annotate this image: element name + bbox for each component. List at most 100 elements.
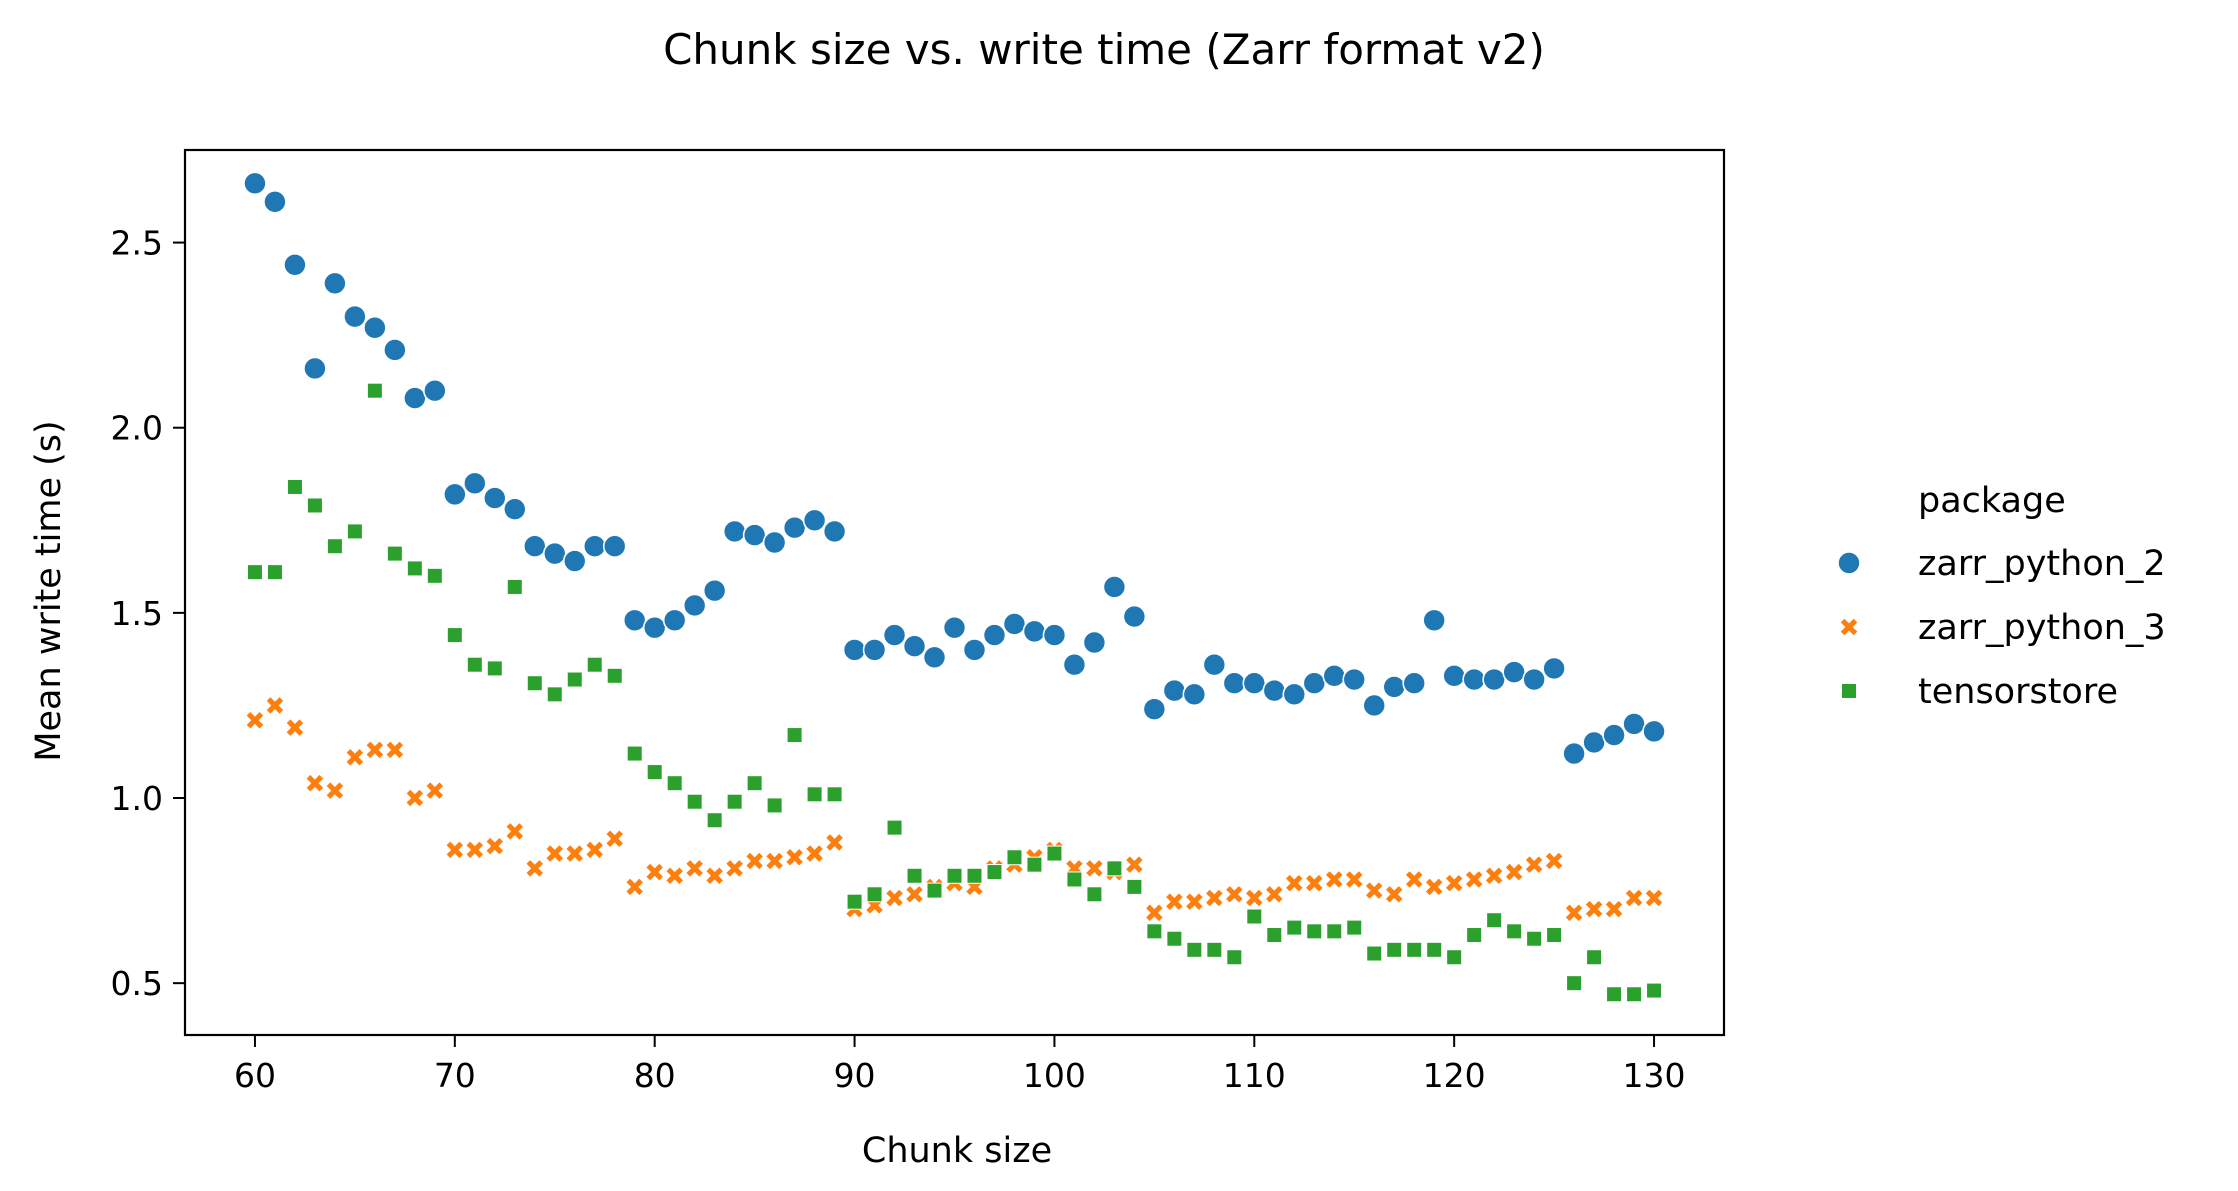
data-point: [1126, 878, 1143, 895]
data-point: [825, 833, 844, 852]
data-point: [966, 867, 983, 884]
data-point: [346, 523, 363, 540]
data-point: [642, 615, 667, 640]
data-point: [626, 745, 643, 762]
y-tick-label: 1.0: [111, 779, 163, 818]
legend-marker-tensorstore: [1841, 683, 1857, 699]
data-point: [1006, 849, 1023, 866]
data-point: [426, 567, 443, 584]
data-point: [285, 718, 305, 738]
data-point: [1382, 675, 1407, 699]
y-tick-label: 0.5: [111, 964, 163, 1003]
legend-title: package: [1918, 481, 2066, 521]
x-tick-label: 120: [1423, 1056, 1486, 1095]
data-point: [1224, 884, 1244, 904]
data-point: [905, 884, 924, 904]
legend-label: zarr_python_3: [1918, 608, 2166, 648]
data-point: [962, 638, 987, 662]
data-point: [1206, 941, 1223, 958]
data-point: [1486, 912, 1503, 929]
data-point: [505, 821, 525, 841]
data-point: [706, 812, 723, 829]
data-point: [345, 747, 365, 767]
data-point: [782, 515, 807, 540]
data-point: [1424, 877, 1444, 897]
data-point: [702, 578, 727, 603]
chart-title: Chunk size vs. write time (Zarr format v…: [663, 25, 1545, 74]
data-point: [1162, 678, 1187, 703]
data-point: [1402, 671, 1427, 696]
plot-area: 60 70 80 90 100 110 120 130 0.5 1.0 1.5 2.0 2.5: [111, 148, 1726, 1095]
x-tick-label: 110: [1223, 1056, 1286, 1095]
data-point: [1606, 986, 1623, 1003]
data-point: [406, 560, 423, 577]
data-point: [1446, 949, 1463, 966]
x-tick-label: 90: [834, 1056, 876, 1095]
data-point: [546, 686, 563, 703]
data-point: [766, 797, 783, 814]
data-point: [1386, 941, 1403, 958]
data-point: [886, 819, 903, 836]
data-point: [786, 727, 803, 744]
data-point: [1584, 899, 1604, 919]
data-point: [1542, 656, 1566, 681]
data-point: [585, 840, 605, 860]
data-point: [1604, 899, 1624, 919]
x-tick-label: 80: [634, 1056, 676, 1095]
data-point: [1186, 941, 1203, 958]
data-point: [726, 793, 743, 810]
data-point: [1342, 667, 1367, 692]
data-point: [303, 356, 327, 381]
data-point: [366, 382, 383, 399]
data-point: [1046, 845, 1063, 862]
data-point: [283, 252, 307, 277]
data-point: [785, 847, 804, 867]
x-tick-label: 130: [1623, 1056, 1686, 1095]
data-point: [1642, 719, 1666, 744]
data-point: [1522, 667, 1546, 692]
data-point: [265, 696, 285, 715]
data-point: [822, 519, 847, 544]
data-point: [463, 471, 487, 496]
data-point: [1146, 923, 1163, 940]
data-point: [686, 793, 703, 810]
data-point: [1184, 892, 1204, 912]
data-point: [562, 549, 587, 573]
data-point: [1622, 712, 1646, 736]
legend: package zarr_python_2 zarr_python_3tensor…: [1837, 481, 2166, 712]
data-point: [1546, 927, 1563, 944]
data-point: [1562, 741, 1586, 766]
data-point: [1444, 873, 1464, 893]
data-point: [1066, 871, 1083, 888]
data-point: [1506, 923, 1523, 940]
data-point: [1346, 919, 1363, 936]
data-point: [1125, 855, 1144, 875]
data-point: [926, 882, 943, 899]
data-point: [1364, 881, 1384, 900]
data-point: [1062, 652, 1087, 677]
data-point: [722, 519, 747, 544]
data-point: [286, 478, 303, 495]
data-point: [1524, 855, 1544, 875]
data-point: [885, 888, 904, 908]
data-point: [502, 497, 527, 521]
data-point: [1106, 860, 1123, 877]
data-point: [1406, 941, 1423, 958]
data-point: [802, 508, 827, 533]
data-point: [443, 482, 467, 507]
data-point: [526, 675, 543, 692]
y-tick-label: 1.5: [111, 594, 163, 633]
data-point: [906, 867, 923, 884]
data-point: [1042, 623, 1067, 647]
data-point: [826, 786, 843, 803]
data-point: [805, 844, 824, 863]
data-point: [1102, 575, 1127, 599]
data-point: [1384, 884, 1404, 904]
data-point: [325, 781, 345, 800]
data-point: [1142, 697, 1167, 721]
data-point: [1644, 888, 1664, 908]
data-point: [1222, 671, 1247, 696]
data-point: [1284, 873, 1304, 893]
data-point: [705, 866, 725, 886]
